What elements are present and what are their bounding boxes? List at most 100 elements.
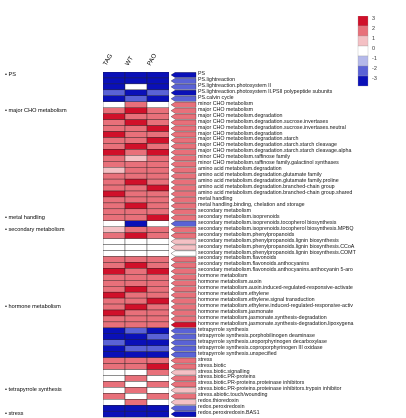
heat-cell	[146, 77, 169, 85]
row-label: PS.lightreaction	[198, 76, 236, 83]
fold-change-bar	[171, 405, 197, 411]
row-label: tetrapyrrole synthesis	[198, 326, 249, 333]
fold-change-bar	[171, 244, 197, 251]
row-label: secondary metabolism	[198, 207, 251, 214]
legend-tick-label: 3	[372, 16, 376, 22]
row-label: major CHO metabolism	[198, 106, 254, 113]
heat-cell	[124, 72, 148, 79]
heat-cell	[124, 220, 148, 227]
heat-cell	[103, 232, 126, 239]
heat-cell	[124, 375, 148, 382]
fold-change-bar	[171, 268, 197, 275]
heat-cell	[124, 387, 148, 394]
row-label: stress.biotic	[198, 362, 226, 369]
fold-change-bar	[171, 220, 197, 227]
heat-cell	[124, 351, 148, 358]
heat-cell	[146, 72, 169, 79]
heat-cell	[103, 369, 126, 376]
heat-cell	[146, 220, 169, 227]
heat-cell	[103, 297, 126, 305]
row-label: minor CHO metabolism.raffinose family.ga…	[198, 160, 339, 167]
heat-cell	[146, 149, 169, 156]
category-label: • metal handling	[5, 214, 45, 221]
fold-change-bar	[171, 310, 197, 316]
row-label: stress.biotic.PR-proteins	[198, 374, 256, 381]
fold-change-bar	[171, 334, 197, 340]
heat-cell	[103, 256, 126, 263]
legend-swatch	[357, 35, 369, 47]
heat-cell	[124, 95, 148, 102]
heat-cell	[124, 369, 148, 376]
heat-cell	[146, 89, 169, 97]
fold-change-bar	[171, 328, 197, 334]
row-label: hormone metabolism	[198, 273, 248, 280]
heat-cell	[124, 250, 148, 257]
row-label: redox.peroxiredoxin.BAS1	[198, 410, 260, 417]
row-label: tetrapyrrole synthesis.coproporphyrinoge…	[198, 344, 323, 351]
heat-cell	[146, 363, 169, 370]
heat-cell	[124, 137, 148, 144]
fold-change-bar	[171, 375, 197, 382]
heat-cell	[146, 345, 169, 352]
row-label: metal handling	[198, 195, 233, 202]
heat-cell	[124, 268, 148, 275]
fold-change-bar	[171, 161, 197, 167]
row-label: amino acid metabolism.degradation.branch…	[198, 184, 335, 191]
heat-cell	[103, 250, 126, 257]
heat-cell	[124, 89, 148, 97]
column-header-pao: PAO	[145, 52, 159, 67]
heatmap-grid	[103, 72, 169, 418]
heat-cell	[146, 339, 169, 346]
row-label: secondary metabolism.isoprenoids	[198, 213, 280, 220]
heat-cell	[146, 297, 169, 305]
heat-cell	[103, 375, 126, 382]
heat-cell	[124, 339, 148, 346]
heat-cell	[103, 393, 126, 400]
heat-cell	[103, 351, 126, 358]
heat-cell	[124, 166, 148, 174]
heat-cell	[124, 327, 148, 335]
fold-change-bar	[171, 113, 197, 120]
heat-cell	[124, 410, 148, 418]
heat-cell	[103, 107, 126, 114]
row-label: hormone metabolism.auxin	[198, 279, 262, 286]
row-label: hormone metabolism.jasmonate.synthesis-d…	[198, 314, 327, 321]
heat-cell	[124, 381, 148, 388]
fold-change-bar	[171, 262, 197, 269]
heat-cell	[146, 208, 169, 216]
heat-cell	[124, 297, 148, 305]
heat-cell	[146, 83, 169, 91]
heat-cell	[124, 214, 148, 221]
fold-change-bar	[171, 232, 197, 239]
heat-cell	[146, 410, 169, 418]
row-label: amino acid metabolism.degradation.branch…	[198, 190, 353, 196]
fold-change-bar	[171, 125, 197, 132]
heat-cell	[124, 315, 148, 323]
legend-swatch	[357, 55, 369, 67]
heat-cell	[103, 285, 126, 293]
column-header-wt: WT	[123, 55, 135, 67]
category-label: • stress	[5, 411, 24, 418]
heat-cell	[103, 315, 126, 323]
heat-cell	[146, 161, 169, 168]
row-label: secondary metabolism.phenylpropanoids.li…	[198, 249, 356, 256]
heat-cell	[146, 196, 169, 204]
heat-cell	[103, 238, 126, 245]
heat-cell	[103, 381, 126, 388]
heat-cell	[103, 220, 126, 227]
fold-change-bar	[171, 274, 197, 281]
heat-cell	[124, 345, 148, 352]
fold-change-bar	[171, 101, 197, 108]
row-label: amino acid metabolism.degradation.glutam…	[198, 178, 339, 185]
heat-cell	[146, 119, 169, 126]
heat-cell	[103, 327, 126, 335]
heat-cell	[124, 333, 148, 340]
fold-change-bar	[171, 72, 197, 78]
heat-cell	[124, 178, 148, 186]
heat-cell	[103, 172, 126, 180]
heat-cell	[124, 83, 148, 91]
fold-change-bar	[171, 381, 197, 388]
heat-cell	[146, 107, 169, 114]
heat-cell	[124, 143, 148, 150]
heat-cell	[124, 405, 148, 412]
